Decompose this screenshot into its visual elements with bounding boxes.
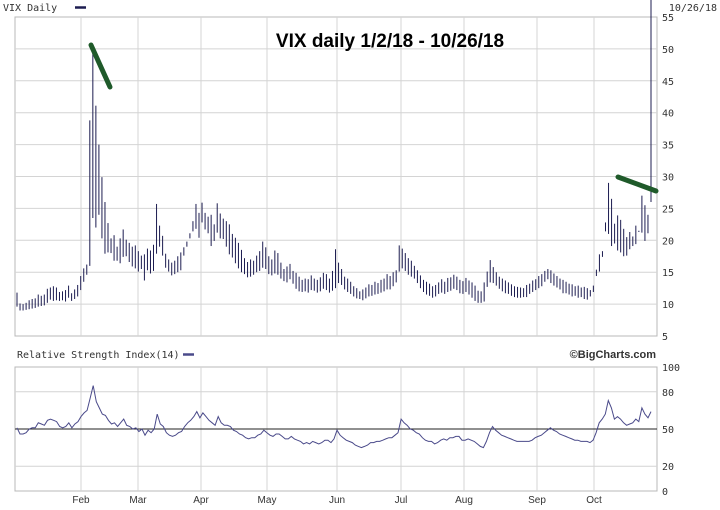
main-y-tick-label: 5	[662, 332, 668, 343]
main-y-tick-label: 50	[662, 45, 674, 56]
main-y-tick-label: 35	[662, 141, 674, 152]
x-tick-label: Oct	[586, 495, 602, 506]
x-tick-label: Aug	[455, 495, 473, 506]
x-tick-label: Jun	[329, 495, 345, 506]
main-y-tick-label: 20	[662, 236, 674, 247]
rsi-line	[16, 385, 652, 449]
panel-separator	[0, 345, 720, 362]
rsi-y-tick-label: 80	[662, 388, 674, 399]
rsi-panel: 0 20 50 80 100	[14, 363, 680, 498]
main-y-tick-label: 10	[662, 300, 674, 311]
rsi-y-tick-label: 100	[662, 363, 680, 374]
rsi-y-tick-label: 50	[662, 425, 674, 436]
rsi-panel-label: Relative Strength Index(14)	[17, 350, 180, 361]
chart-annotation: VIX daily 1/2/18 - 10/26/18	[276, 31, 504, 52]
main-y-tick-label: 45	[662, 77, 674, 88]
x-tick-label: Apr	[193, 495, 209, 506]
trend-line-feb	[88, 42, 113, 90]
main-panel: 5 10 15 20 25 30 35 40 45 50 55 VIX Daily 10/26/18…	[3, 0, 717, 343]
main-panel-label: VIX Daily	[3, 3, 57, 14]
date-label: 10/26/18	[669, 3, 717, 14]
x-tick-label: May	[258, 495, 277, 506]
main-y-tick-label: 40	[662, 109, 674, 120]
main-y-axis-ticks: 5 10 15 20 25 30 35 40 45 50 55	[662, 13, 674, 343]
trend-line-oct	[615, 174, 659, 194]
price-bars	[16, 0, 652, 311]
main-y-tick-label: 15	[662, 268, 674, 279]
x-tick-label: Sep	[528, 495, 546, 506]
x-tick-label: Feb	[72, 495, 90, 506]
main-y-tick-label: 30	[662, 173, 674, 184]
rsi-y-tick-label: 0	[662, 487, 668, 498]
x-tick-label: Jul	[395, 495, 408, 506]
main-y-tick-label: 25	[662, 204, 674, 215]
rsi-y-tick-label: 20	[662, 462, 674, 473]
x-axis-month-labels: Feb Mar Apr May Jun Jul Aug Sep Oct	[72, 495, 602, 506]
main-y-tick-label: 55	[662, 13, 674, 24]
x-tick-label: Mar	[129, 495, 147, 506]
rsi-y-axis-ticks: 0 20 50 80 100	[662, 363, 680, 498]
credit-label: ©BigCharts.com	[570, 349, 657, 361]
